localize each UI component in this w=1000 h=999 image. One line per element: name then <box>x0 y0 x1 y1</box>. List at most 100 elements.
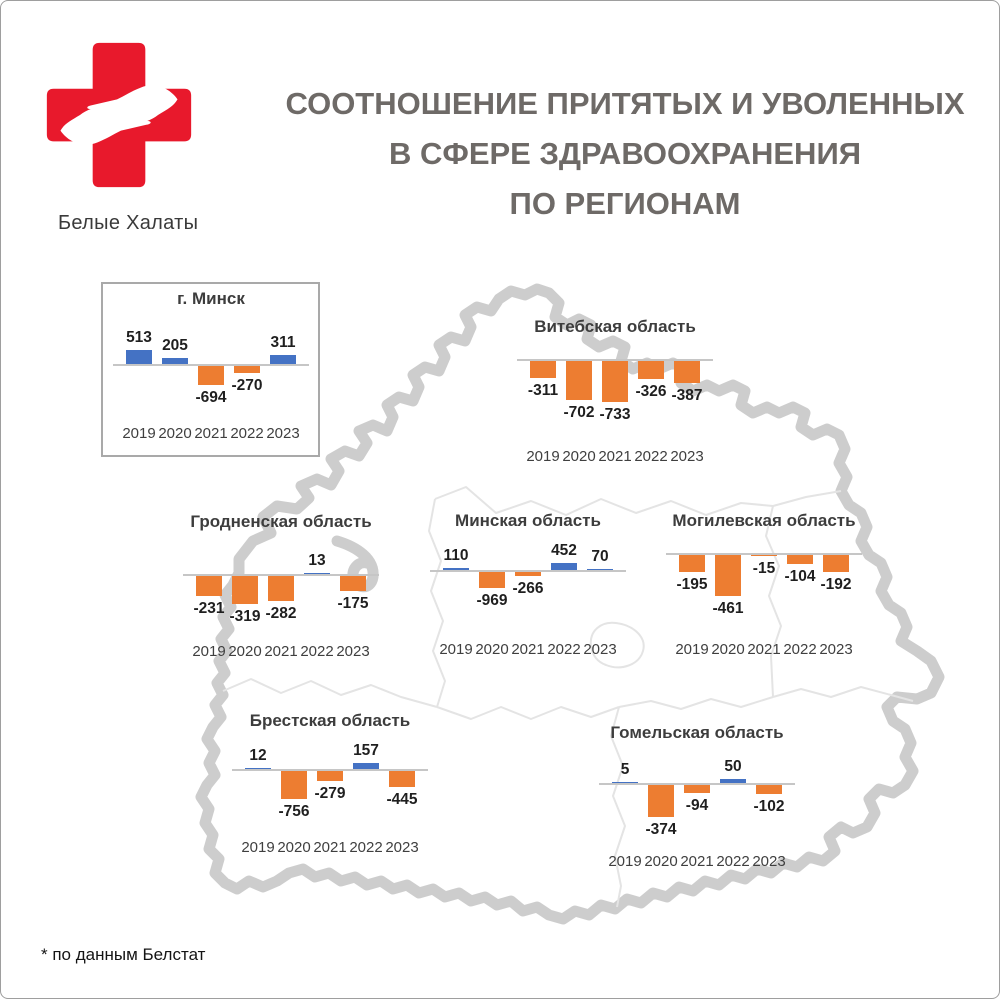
bar-value-label: -702 <box>563 404 595 421</box>
region-chart-vitebsk: Витебская область -311 2019 -702 2020 -733 202… <box>515 317 715 477</box>
axis-line <box>666 553 862 555</box>
bar-2022 <box>551 563 577 570</box>
bar-2023 <box>270 355 296 364</box>
bar-value-label: 50 <box>724 758 742 775</box>
year-label: 2019 <box>675 641 709 658</box>
region-chart-mogilev: Могилевская область -195 2019 -461 2020 -15 20… <box>664 511 864 671</box>
bar-value-label: -374 <box>645 821 677 838</box>
belarus-region-borders <box>222 486 914 908</box>
bar-value-label: -969 <box>476 592 508 609</box>
year-label: 2019 <box>241 839 275 856</box>
chart-region-title: Гомельская область <box>610 723 784 742</box>
year-label: 2022 <box>300 643 334 660</box>
bar-value-label: -279 <box>314 785 346 802</box>
bar-value-label: -461 <box>712 600 744 617</box>
region-chart-grodno: Гродненская область -231 2019 -319 2020 -282 2… <box>181 512 381 672</box>
bar-2023 <box>340 576 366 591</box>
bar-value-label: -326 <box>635 383 667 400</box>
year-label: 2023 <box>266 425 300 442</box>
year-label: 2022 <box>634 448 668 465</box>
year-label: 2020 <box>158 425 192 442</box>
bar-2023 <box>389 771 415 787</box>
year-label: 2019 <box>608 853 642 870</box>
year-label: 2021 <box>194 425 228 442</box>
year-label: 2020 <box>277 839 311 856</box>
year-label: 2023 <box>336 643 370 660</box>
bar-2023 <box>756 785 782 794</box>
region-chart-minsk_city: г. Минск 513 2019 205 2020 -694 2021 -270 2022 31… <box>111 289 311 449</box>
region-chart-gomel: Гомельская область 5 2019 -374 2020 -94 2021 50… <box>597 723 797 883</box>
bar-2023 <box>823 555 849 572</box>
logo-red-cross-hands-icon <box>46 42 192 188</box>
axis-line <box>599 783 795 785</box>
title-line-2: В СФЕРЕ ЗДРАВООХРАНЕНИЯ <box>388 136 862 171</box>
bar-value-label: -15 <box>752 560 776 577</box>
bar-2020 <box>715 555 741 596</box>
bar-2019 <box>530 361 556 378</box>
bar-value-label: -102 <box>753 798 785 815</box>
year-label: 2023 <box>583 641 617 658</box>
chart-region-title: Витебская область <box>534 317 696 336</box>
axis-line <box>183 574 379 576</box>
year-label: 2023 <box>670 448 704 465</box>
year-label: 2021 <box>511 641 545 658</box>
axis-line <box>232 769 428 771</box>
minsk-city-border <box>589 621 645 669</box>
chart-region-title: г. Минск <box>177 289 245 308</box>
bar-value-label: 70 <box>591 548 609 565</box>
chart-region-title: Брестская область <box>249 711 411 730</box>
bar-2021 <box>198 366 224 385</box>
bar-value-label: -270 <box>231 377 263 394</box>
year-label: 2021 <box>747 641 781 658</box>
bar-2022 <box>353 763 379 769</box>
title-line-3: ПО РЕГИОНАМ <box>509 186 741 221</box>
title-line-1: СООТНОШЕНИЕ ПРИТЯТЫХ И УВОЛЕННЫХ <box>285 86 965 121</box>
year-label: 2022 <box>349 839 383 856</box>
bar-2021 <box>317 771 343 781</box>
bar-2019 <box>196 576 222 596</box>
region-chart-brest: Брестская область 12 2019 -756 2020 -279 2021 1… <box>230 711 430 871</box>
bar-value-label: 452 <box>551 542 577 559</box>
bar-value-label: -195 <box>676 576 708 593</box>
bar-2021 <box>515 572 541 576</box>
year-label: 2021 <box>680 853 714 870</box>
year-label: 2020 <box>475 641 509 658</box>
bar-value-label: 311 <box>270 334 296 351</box>
lower-hand-shape <box>60 96 155 145</box>
bar-value-label: -319 <box>229 608 261 625</box>
year-label: 2020 <box>711 641 745 658</box>
bar-2019 <box>443 568 469 570</box>
bar-2020 <box>281 771 307 799</box>
bar-2023 <box>674 361 700 383</box>
bar-2020 <box>648 785 674 817</box>
bar-2023 <box>587 569 613 570</box>
bar-2020 <box>479 572 505 588</box>
bar-2021 <box>602 361 628 402</box>
year-label: 2023 <box>819 641 853 658</box>
bar-value-label: -282 <box>265 605 297 622</box>
bar-2019 <box>245 768 271 769</box>
year-label: 2019 <box>192 643 226 660</box>
bar-2020 <box>162 358 188 364</box>
year-label: 2022 <box>230 425 264 442</box>
axis-line <box>113 364 309 366</box>
region-chart-minsk_obl: Минская область 110 2019 -969 2020 -266 2021 45… <box>428 511 628 671</box>
year-label: 2019 <box>122 425 156 442</box>
year-label: 2022 <box>716 853 750 870</box>
bar-value-label: -94 <box>685 797 709 814</box>
bar-value-label: -733 <box>599 406 631 423</box>
bar-2021 <box>268 576 294 601</box>
year-label: 2021 <box>598 448 632 465</box>
year-label: 2023 <box>752 853 786 870</box>
footnote: * по данным Белстат <box>41 945 206 964</box>
bar-2022 <box>234 366 260 373</box>
bar-value-label: -694 <box>195 389 227 406</box>
bar-2020 <box>566 361 592 400</box>
chart-region-title: Минская область <box>455 511 601 530</box>
bar-value-label: -445 <box>386 791 418 808</box>
year-label: 2022 <box>783 641 817 658</box>
brand-label: Белые Халаты <box>58 212 199 234</box>
bar-2021 <box>751 555 777 556</box>
